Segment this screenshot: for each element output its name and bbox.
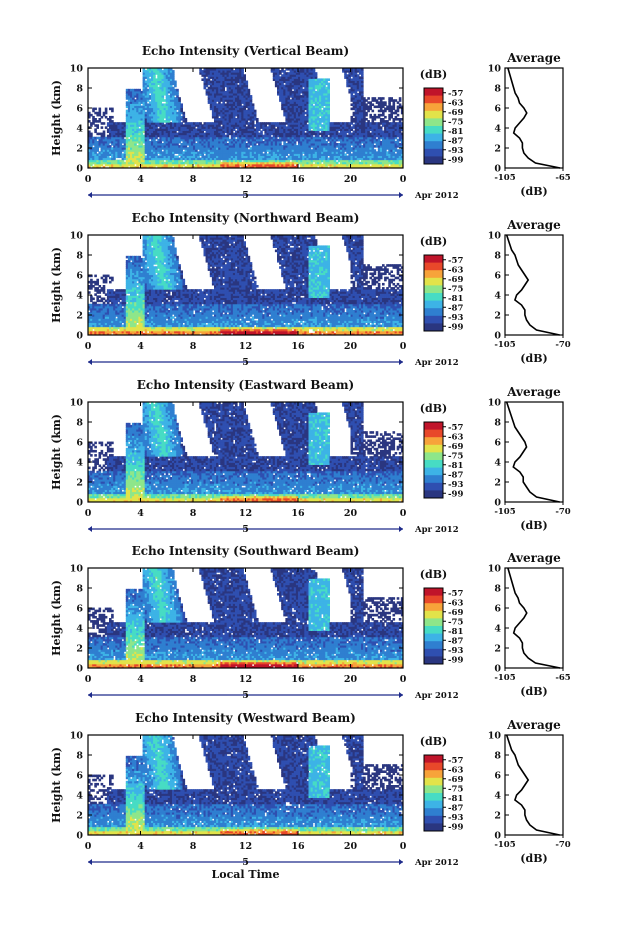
panel-title: Echo Intensity (Vertical Beam) — [142, 44, 349, 58]
heatmap-cell — [94, 108, 97, 111]
panel-0: Echo Intensity (Vertical Beam)0246810Hei… — [50, 44, 571, 201]
heatmap-cell — [105, 108, 108, 111]
heatmap-cell — [243, 74, 246, 77]
heatmap-cell — [315, 72, 318, 75]
heatmap-cell — [180, 103, 183, 106]
heatmap-cell — [111, 116, 114, 119]
heatmap-cell — [96, 124, 99, 127]
heatmap-cell — [111, 108, 114, 111]
heatmap-cell — [256, 118, 259, 121]
heatmap-cell — [103, 131, 106, 134]
heatmap-cell — [248, 89, 251, 92]
heatmap-cell — [372, 110, 375, 113]
heatmap-cell — [178, 97, 181, 100]
heatmap-cell — [185, 118, 188, 121]
heatmap-cell — [250, 95, 253, 98]
heatmap-cell — [176, 89, 179, 92]
heatmap-cell — [384, 101, 387, 104]
heatmap-cell — [254, 110, 257, 113]
heatmap-cell — [252, 103, 255, 106]
heatmap-cell — [90, 133, 93, 136]
heatmap-cell — [327, 83, 330, 86]
heatmap-cell — [174, 81, 177, 84]
heatmap-cell — [327, 78, 330, 81]
heatmap-cell — [183, 112, 186, 115]
heatmap-cell — [246, 81, 249, 84]
heatmap-cell — [382, 97, 385, 100]
heatmap-cells — [88, 68, 404, 169]
heatmap-cell — [103, 122, 106, 125]
heatmap-cell — [99, 108, 102, 111]
heatmap-cell — [101, 126, 104, 129]
heatmap-cell — [172, 70, 175, 73]
heatmap-cell — [367, 97, 370, 100]
heatmap-cell — [384, 116, 387, 119]
